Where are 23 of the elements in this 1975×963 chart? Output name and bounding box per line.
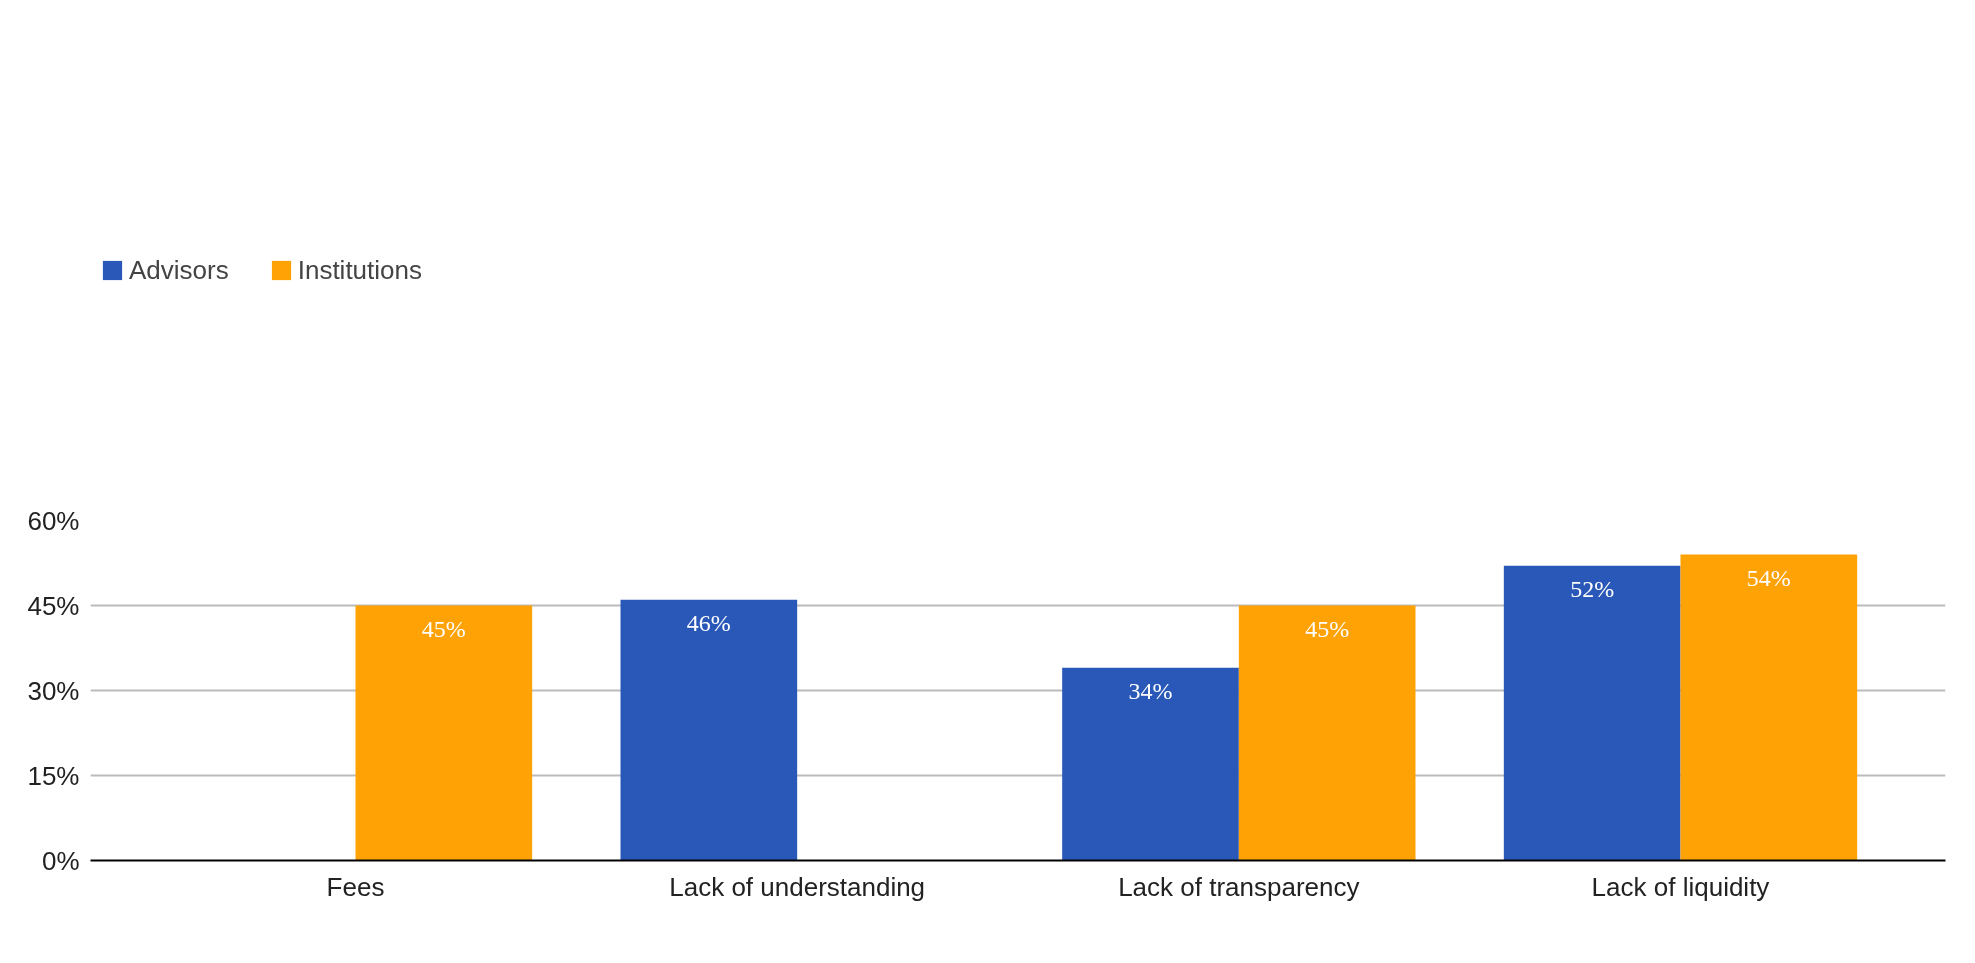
data-label: 45% [421,615,466,642]
legend-label: Advisors [129,254,229,286]
x-tick-label: Lack of liquidity [1591,871,1770,902]
data-label: 52% [1570,575,1615,602]
x-tick-label: Fees [326,871,385,902]
data-label: 54% [1746,564,1791,591]
y-tick-label: 45% [27,590,80,621]
bar [620,599,798,861]
y-tick-label: 0% [41,845,80,876]
x-tick-label: Lack of understanding [669,871,926,902]
data-label: 34% [1128,677,1173,704]
y-tick-label: 60% [27,505,80,536]
bar [1680,554,1858,861]
x-tick-label: Lack of transparency [1118,871,1360,902]
y-tick-label: 15% [27,760,80,791]
bar [1238,605,1416,861]
bar [1062,667,1239,861]
bar [1503,565,1681,861]
y-tick-label: 30% [27,675,80,706]
data-label: 45% [1305,615,1350,642]
bar [355,605,533,861]
legend-label: Institutions [297,254,422,286]
data-label: 46% [686,609,731,636]
